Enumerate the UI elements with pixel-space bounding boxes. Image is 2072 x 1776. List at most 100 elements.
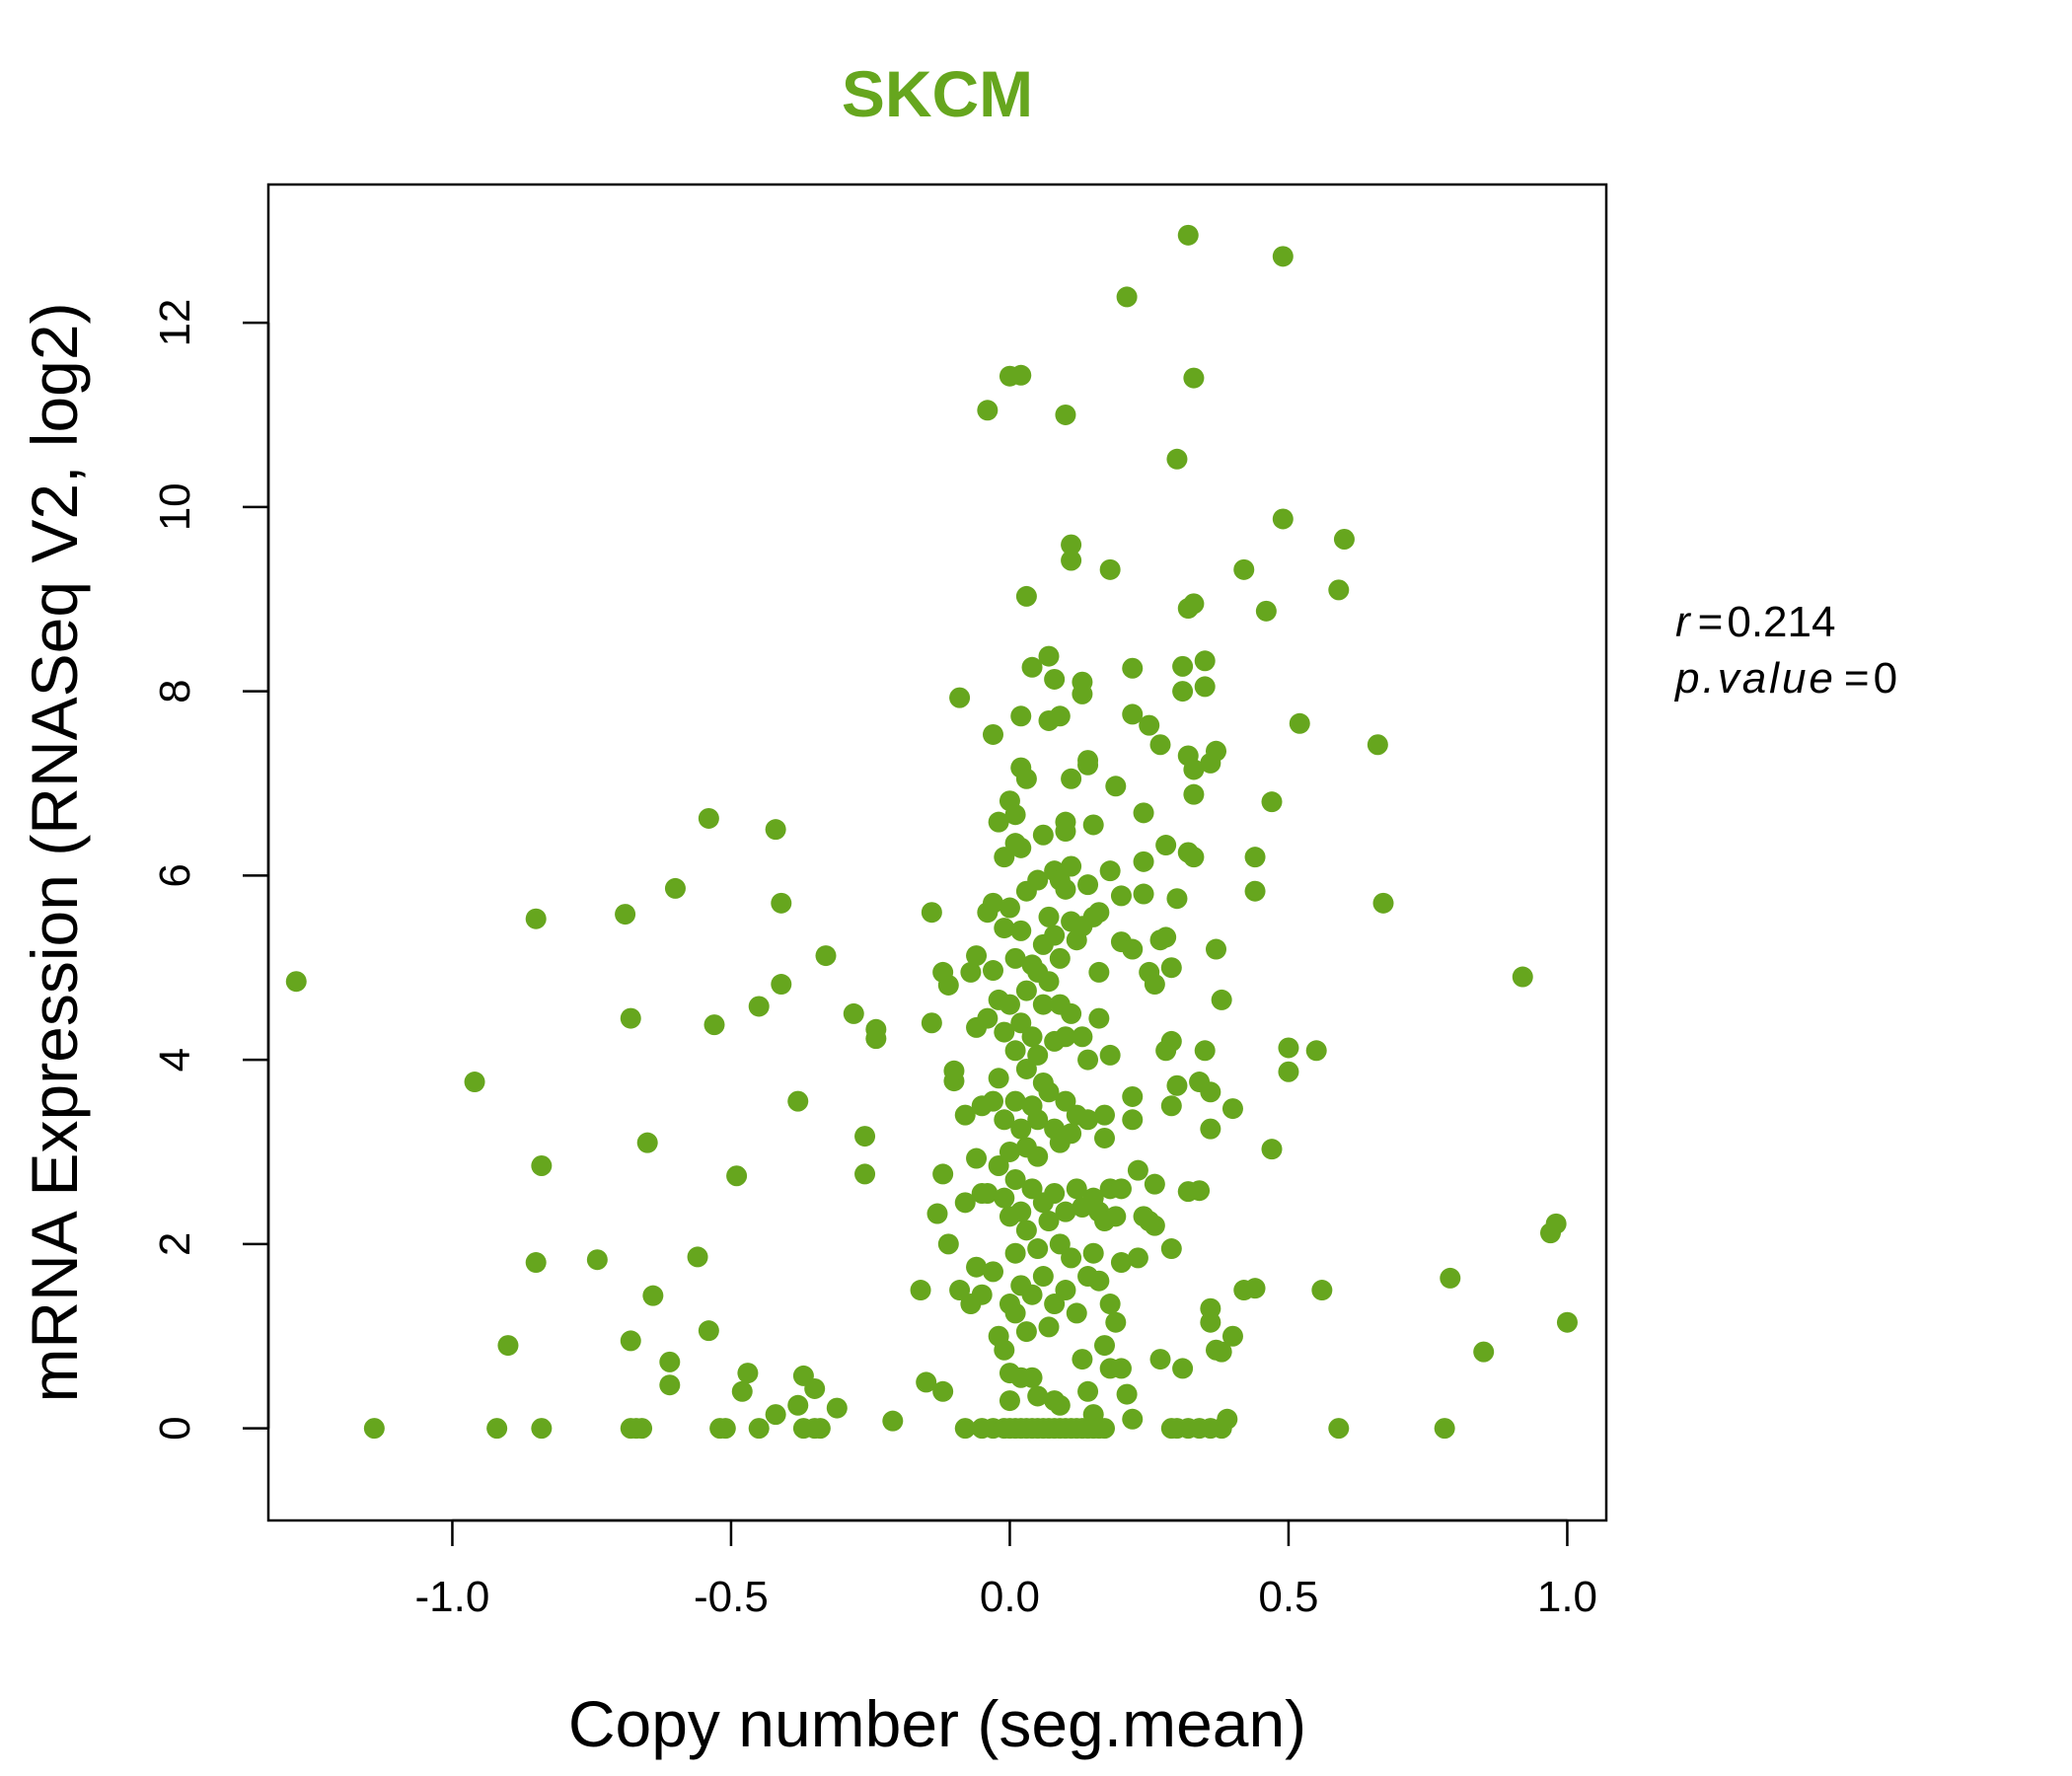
data-point bbox=[1088, 902, 1110, 924]
data-point bbox=[1038, 971, 1060, 993]
data-point bbox=[1217, 1408, 1238, 1430]
y-tick-label: 12 bbox=[151, 299, 199, 347]
data-point bbox=[1261, 791, 1283, 813]
data-point bbox=[804, 1377, 826, 1399]
data-point bbox=[285, 971, 307, 993]
data-point bbox=[1110, 1178, 1132, 1200]
data-point bbox=[525, 1252, 547, 1274]
data-point bbox=[1015, 1058, 1037, 1079]
data-point bbox=[615, 904, 636, 925]
correlation-stat: r =0.214 bbox=[1675, 598, 1835, 646]
data-point bbox=[497, 1335, 519, 1357]
data-point bbox=[620, 1007, 641, 1029]
data-point bbox=[1038, 645, 1060, 667]
data-point bbox=[531, 1418, 553, 1440]
x-tick-label: 0.0 bbox=[980, 1573, 1040, 1621]
data-point bbox=[1061, 534, 1082, 555]
data-point bbox=[642, 1285, 664, 1306]
data-point bbox=[1116, 286, 1138, 308]
data-point bbox=[1077, 874, 1099, 896]
data-point bbox=[1278, 1061, 1299, 1082]
data-point bbox=[1155, 835, 1177, 856]
data-point bbox=[1021, 656, 1043, 678]
data-point bbox=[983, 892, 1003, 914]
data-point bbox=[464, 1072, 485, 1093]
data-point bbox=[1055, 1280, 1076, 1301]
data-point bbox=[1556, 1311, 1578, 1333]
data-point bbox=[1004, 947, 1026, 969]
y-tick-label: 8 bbox=[151, 679, 199, 703]
data-point bbox=[1094, 1104, 1115, 1126]
data-point bbox=[983, 960, 1003, 982]
data-point bbox=[960, 961, 982, 983]
data-point bbox=[921, 1012, 942, 1034]
data-point bbox=[1473, 1341, 1495, 1363]
data-point bbox=[1094, 1335, 1115, 1357]
data-point bbox=[1200, 1081, 1221, 1103]
data-point bbox=[999, 897, 1020, 919]
data-point bbox=[1166, 888, 1188, 910]
data-point bbox=[1144, 974, 1165, 996]
data-point bbox=[1010, 920, 1032, 941]
data-point bbox=[703, 1014, 725, 1036]
data-point bbox=[1311, 1280, 1333, 1301]
data-point bbox=[966, 1147, 988, 1169]
data-point bbox=[1221, 1325, 1243, 1347]
data-point bbox=[1032, 1266, 1054, 1288]
data-point bbox=[531, 1154, 553, 1176]
data-point bbox=[1082, 814, 1104, 836]
data-point bbox=[1206, 938, 1226, 960]
data-point bbox=[1088, 961, 1110, 983]
data-point bbox=[765, 1404, 786, 1426]
data-point bbox=[1244, 1278, 1266, 1299]
data-point bbox=[1206, 740, 1226, 762]
r-label: r bbox=[1675, 598, 1692, 646]
data-point bbox=[1183, 759, 1205, 780]
data-point bbox=[1122, 1085, 1144, 1107]
data-point bbox=[659, 1351, 681, 1372]
plot-frame bbox=[266, 183, 1608, 1522]
data-point bbox=[910, 1280, 931, 1301]
data-point bbox=[994, 1187, 1015, 1209]
p-value: 0 bbox=[1874, 654, 1897, 703]
data-point bbox=[620, 1330, 641, 1352]
data-point bbox=[1027, 1238, 1049, 1260]
data-point bbox=[1122, 1109, 1144, 1131]
data-point bbox=[1055, 821, 1076, 843]
data-point bbox=[1044, 668, 1066, 690]
data-point bbox=[932, 1163, 954, 1185]
data-point bbox=[1015, 1321, 1037, 1343]
data-point bbox=[1122, 1408, 1144, 1430]
data-point bbox=[1172, 655, 1194, 677]
data-point bbox=[1077, 1380, 1099, 1402]
data-point bbox=[1010, 364, 1032, 386]
r-value: 0.214 bbox=[1727, 598, 1835, 646]
data-point bbox=[1027, 869, 1049, 891]
data-point bbox=[988, 811, 1009, 833]
data-point bbox=[1200, 1311, 1221, 1333]
data-point bbox=[586, 1249, 608, 1271]
data-point bbox=[926, 1203, 948, 1224]
data-point bbox=[1172, 681, 1194, 703]
data-point bbox=[1183, 367, 1205, 389]
data-point bbox=[1133, 802, 1154, 824]
data-point bbox=[1038, 906, 1060, 927]
data-point bbox=[932, 1380, 954, 1402]
data-point bbox=[787, 1394, 809, 1416]
data-point bbox=[999, 1141, 1020, 1162]
data-point bbox=[1172, 1358, 1194, 1379]
data-point bbox=[1099, 860, 1121, 882]
data-point bbox=[1183, 593, 1205, 615]
data-point bbox=[1177, 224, 1199, 246]
data-point bbox=[1144, 1173, 1165, 1195]
data-point bbox=[966, 945, 988, 967]
data-point bbox=[1004, 804, 1026, 826]
data-point bbox=[1116, 1383, 1138, 1405]
data-point bbox=[1061, 550, 1082, 571]
data-point bbox=[1010, 705, 1032, 727]
p-label: p.value bbox=[1673, 654, 1836, 703]
data-point bbox=[1127, 1159, 1148, 1181]
data-point bbox=[916, 1371, 937, 1393]
data-point bbox=[1038, 1081, 1060, 1103]
data-point bbox=[999, 1390, 1020, 1412]
